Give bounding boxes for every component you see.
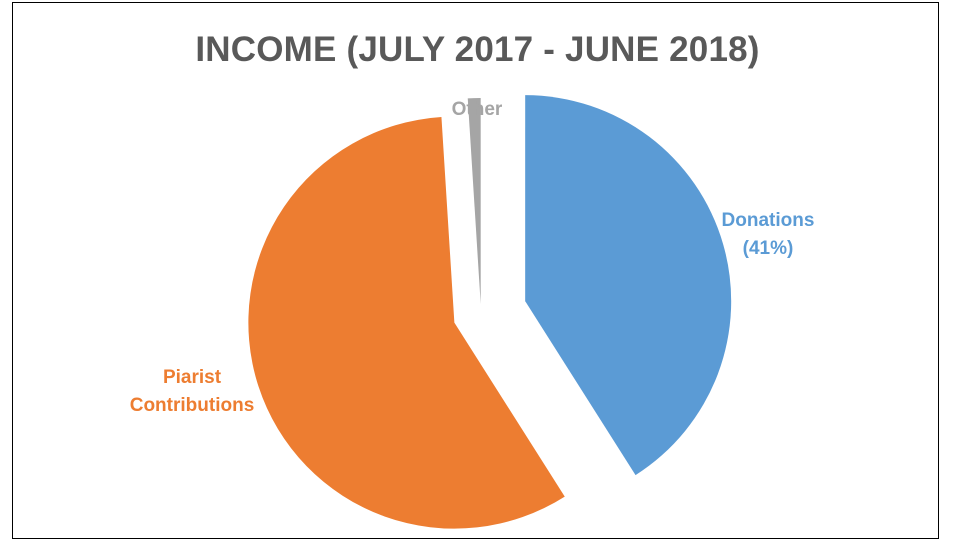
label-other-line: Other xyxy=(452,99,503,120)
label-donations-line: (41%) xyxy=(743,238,794,259)
label-piarist-contributions-line: Piarist xyxy=(163,367,222,388)
slice-donations xyxy=(525,95,732,476)
label-donations-line: Donations xyxy=(722,210,815,231)
slice-other xyxy=(467,98,481,305)
chart-title: INCOME (JULY 2017 - JUNE 2018) xyxy=(195,30,760,69)
label-donations: Donations (41%) xyxy=(722,210,815,259)
label-piarist-contributions: Piarist Contributions xyxy=(130,367,255,416)
slice-piarist-contributions xyxy=(248,117,565,529)
pie-slices xyxy=(248,95,732,529)
label-other: Other xyxy=(452,99,503,120)
label-piarist-contributions-line: Contributions xyxy=(130,395,255,416)
pie-labels: Donations (41%) Piarist Contributions Other xyxy=(130,99,815,416)
